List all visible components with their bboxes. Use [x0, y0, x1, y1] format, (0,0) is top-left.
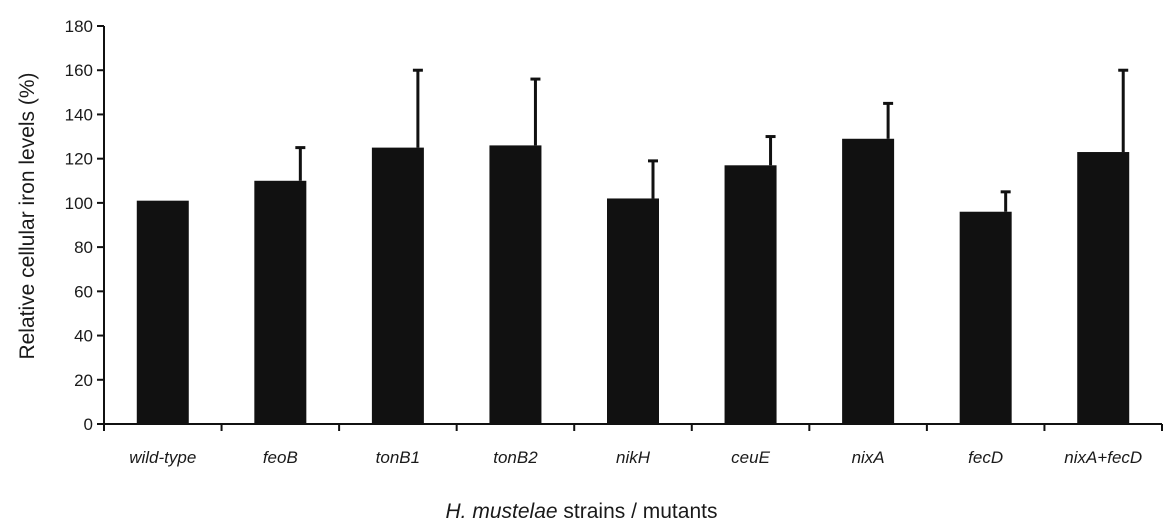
bar — [489, 145, 542, 424]
category-label: wild-type — [129, 448, 196, 467]
category-label: ceuE — [731, 448, 770, 467]
y-tick-label: 20 — [74, 371, 93, 390]
y-tick-label: 100 — [65, 194, 93, 213]
category-label: tonB1 — [376, 448, 420, 467]
x-axis-title-rest: strains / mutants — [563, 500, 718, 523]
bar — [1077, 152, 1130, 425]
x-axis-title-species: H. mustelae — [445, 500, 558, 523]
bar — [254, 180, 307, 424]
category-label: nixA+fecD — [1064, 448, 1142, 467]
bar — [371, 147, 424, 424]
category-label: tonB2 — [493, 448, 538, 467]
y-tick-label: 180 — [65, 17, 93, 36]
category-labels: wild-type feoB tonB1 tonB2 nikH ceuE nixA fecD n… — [129, 448, 1142, 467]
bars — [136, 68, 1130, 425]
bar — [136, 200, 189, 424]
y-axis: 0 20 40 60 80 100 120 140 160 180 — [65, 17, 105, 434]
category-label: fecD — [968, 448, 1003, 467]
x-axis-title: H. mustelae strains / mutants — [0, 500, 1163, 524]
x-axis — [103, 423, 1163, 431]
bar — [842, 138, 895, 424]
category-label: nixA — [852, 448, 885, 467]
y-tick-label: 160 — [65, 61, 93, 80]
y-tick-label: 140 — [65, 105, 93, 124]
bar — [724, 165, 777, 425]
bar — [607, 198, 659, 424]
bar — [959, 211, 1012, 424]
category-label: nikH — [616, 448, 651, 467]
y-tick-label: 80 — [74, 238, 93, 257]
category-label: feoB — [263, 448, 298, 467]
y-tick-label: 0 — [84, 415, 93, 434]
y-tick-label: 40 — [74, 327, 93, 346]
y-axis-title: Relative cellular iron levels (%) — [16, 72, 39, 359]
y-tick-label: 120 — [65, 150, 93, 169]
y-tick-label: 60 — [74, 282, 93, 301]
